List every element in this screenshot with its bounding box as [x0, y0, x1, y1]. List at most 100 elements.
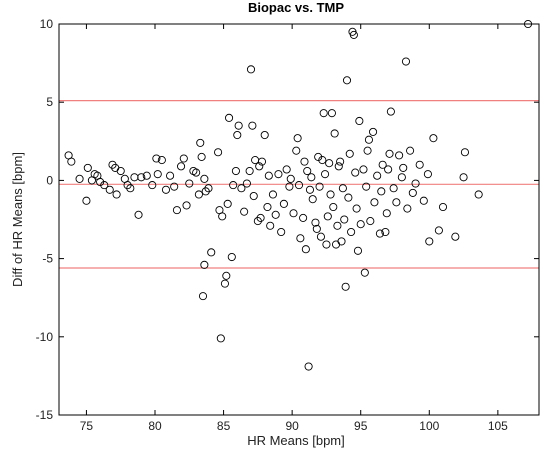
data-point [303, 166, 312, 176]
data-point [111, 163, 120, 172]
data-point [177, 162, 186, 171]
data-point [369, 127, 378, 136]
data-point [222, 271, 231, 280]
data-point [231, 166, 240, 176]
data-point [326, 190, 335, 199]
data-points [64, 19, 533, 371]
data-point [242, 179, 251, 188]
data-point [161, 185, 171, 194]
data-point [338, 184, 347, 193]
y-tick-label: -5 [42, 252, 53, 266]
data-point [257, 157, 267, 166]
data-point [240, 207, 249, 216]
data-point [285, 182, 294, 191]
data-point [423, 170, 432, 179]
data-point [137, 173, 146, 182]
data-point [434, 226, 443, 235]
data-point [292, 146, 301, 155]
data-point [126, 184, 135, 193]
data-point [375, 229, 384, 238]
data-point [248, 121, 257, 130]
data-point [307, 173, 316, 182]
y-tick-label: 10 [40, 17, 54, 31]
data-point [345, 149, 354, 158]
data-point [382, 209, 391, 218]
data-point [67, 157, 76, 166]
data-point [301, 245, 310, 254]
data-point [116, 166, 125, 176]
data-point [274, 170, 283, 179]
data-point [130, 173, 139, 182]
data-point [399, 163, 408, 172]
data-point [229, 181, 238, 190]
data-point [336, 157, 345, 166]
data-point [204, 184, 213, 193]
data-point [268, 190, 277, 199]
data-point [415, 160, 424, 169]
data-point [300, 157, 309, 166]
data-point [182, 201, 191, 210]
data-point [246, 65, 256, 74]
x-axis-ticks: 75 80 85 90 95 100 105 [80, 24, 508, 433]
data-point [316, 232, 325, 241]
data-point [401, 57, 411, 66]
data-point [397, 173, 406, 182]
data-point [403, 204, 412, 213]
data-point [255, 162, 264, 171]
data-point [378, 160, 387, 169]
data-point [429, 134, 438, 143]
data-point [377, 187, 386, 196]
data-point [353, 246, 363, 255]
data-point [373, 171, 382, 180]
data-point [351, 168, 360, 177]
data-point [389, 184, 398, 193]
data-point [225, 113, 234, 122]
data-point [370, 198, 379, 207]
x-tick-label: 90 [285, 419, 299, 433]
data-point [249, 191, 258, 201]
data-point [83, 163, 92, 172]
data-point [304, 362, 313, 371]
data-point [305, 185, 315, 194]
data-point [364, 135, 373, 144]
data-point [264, 171, 273, 180]
data-point [349, 30, 358, 39]
data-point [245, 166, 254, 176]
data-point [108, 160, 117, 169]
data-point [263, 202, 272, 212]
data-point [318, 156, 327, 165]
data-point [359, 165, 368, 174]
data-point [347, 227, 356, 237]
y-tick-label: -15 [36, 408, 54, 422]
data-point [289, 209, 298, 218]
data-point [100, 181, 109, 190]
data-point [218, 212, 227, 221]
data-point [153, 170, 162, 179]
data-point [329, 202, 338, 212]
data-point [325, 159, 334, 168]
data-point [286, 174, 295, 183]
data-point [385, 149, 394, 158]
data-point [386, 107, 395, 116]
data-point [360, 268, 369, 277]
data-point [411, 179, 420, 188]
data-point [311, 218, 320, 227]
data-point [112, 190, 121, 199]
data-point [322, 240, 331, 249]
data-point [294, 181, 304, 190]
data-point [344, 193, 353, 202]
data-point [323, 212, 332, 221]
data-point [237, 184, 246, 193]
data-point [234, 121, 243, 130]
data-point [200, 260, 209, 269]
data-point [172, 206, 181, 215]
y-tick-label: -10 [36, 330, 54, 344]
plot-frame [58, 23, 540, 416]
data-point [279, 199, 288, 208]
data-point [251, 156, 260, 165]
data-point [266, 221, 275, 230]
data-point [216, 334, 225, 343]
data-point [282, 165, 291, 174]
data-point [331, 240, 341, 249]
data-point [342, 76, 352, 85]
